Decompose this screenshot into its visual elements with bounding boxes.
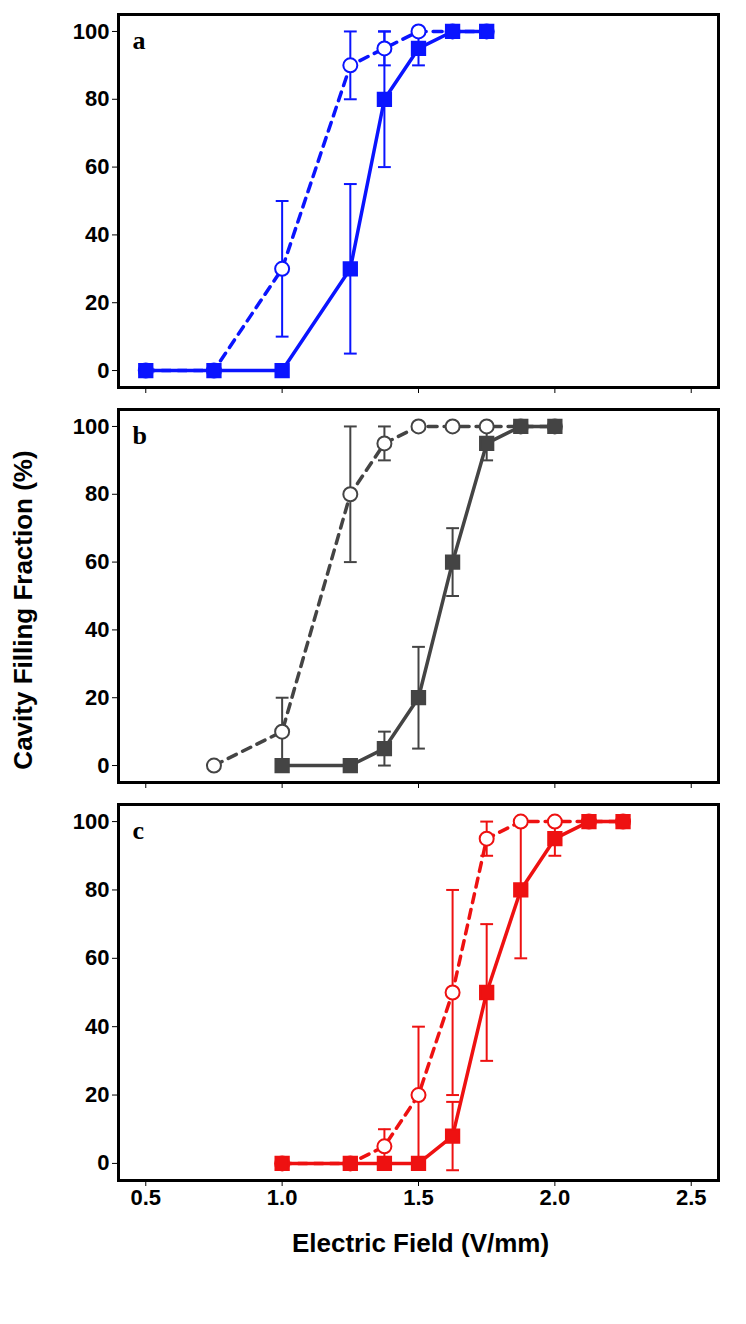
svg-text:a: a	[133, 26, 146, 55]
svg-text:20: 20	[85, 290, 109, 315]
svg-text:20: 20	[85, 685, 109, 710]
svg-text:0.5: 0.5	[130, 1185, 161, 1210]
svg-text:2.5: 2.5	[676, 1185, 707, 1210]
svg-text:2.0: 2.0	[540, 1185, 571, 1210]
svg-text:100: 100	[73, 809, 110, 834]
svg-text:40: 40	[85, 222, 109, 247]
svg-text:b: b	[133, 421, 147, 450]
svg-text:80: 80	[85, 481, 109, 506]
svg-text:80: 80	[85, 86, 109, 111]
svg-text:1.5: 1.5	[403, 1185, 434, 1210]
svg-text:40: 40	[85, 1014, 109, 1039]
svg-text:40: 40	[85, 617, 109, 642]
svg-text:100: 100	[73, 413, 110, 438]
svg-text:Cavity Filling Fraction (%): Cavity Filling Fraction (%)	[8, 450, 38, 769]
svg-text:0: 0	[97, 1150, 109, 1175]
svg-text:0: 0	[97, 358, 109, 383]
svg-text:1.0: 1.0	[267, 1185, 298, 1210]
svg-text:100: 100	[73, 18, 110, 43]
svg-text:60: 60	[85, 945, 109, 970]
svg-text:60: 60	[85, 154, 109, 179]
svg-text:20: 20	[85, 1082, 109, 1107]
svg-text:80: 80	[85, 877, 109, 902]
html-text:Electric Field (V/mm): Electric Field (V/mm)	[291, 1228, 550, 1258]
svg-text:0: 0	[97, 753, 109, 778]
svg-text:60: 60	[85, 549, 109, 574]
svg-text:c: c	[133, 816, 145, 845]
